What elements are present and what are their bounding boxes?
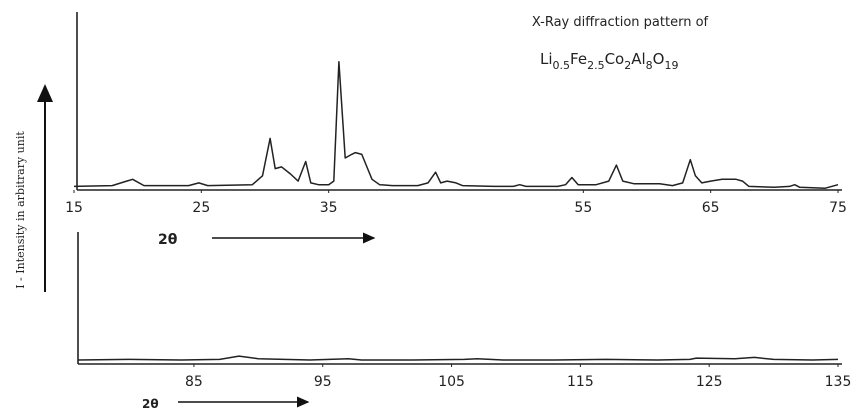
x-tick-label: 115 xyxy=(567,374,594,390)
formula-subscript: 2.5 xyxy=(587,59,605,72)
x-tick-label: 35 xyxy=(320,200,338,216)
x-tick-label: 25 xyxy=(192,200,210,216)
data-line xyxy=(73,61,839,189)
formula-element: Co xyxy=(605,50,625,68)
formula-subscript: 0.5 xyxy=(553,59,571,72)
formula-element: O xyxy=(653,50,665,68)
x-tick-label: 65 xyxy=(702,200,720,216)
x-tick-label: 75 xyxy=(829,200,847,216)
x-tick-label: 15 xyxy=(65,200,83,216)
x-axis-label: 2θ xyxy=(142,397,159,411)
x-axis-label: 2θ xyxy=(158,232,178,248)
data-line xyxy=(77,355,839,361)
formula-element: Al xyxy=(631,50,645,68)
x-tick-label: 95 xyxy=(314,374,332,390)
x-tick-label: 135 xyxy=(825,374,852,390)
formula-element: Li xyxy=(540,50,553,68)
formula-element: Fe xyxy=(570,50,587,68)
x-tick-label: 85 xyxy=(185,374,203,390)
x-tick-label: 125 xyxy=(696,374,723,390)
x-tick-label: 105 xyxy=(438,374,465,390)
formula-subscript: 2 xyxy=(624,59,631,72)
formula-subscript: 8 xyxy=(646,59,653,72)
y-axis-label: I - Intensity in arbitrary unit xyxy=(14,131,27,289)
formula: Li0.5Fe2.5Co2Al8O19 xyxy=(540,50,678,72)
chart-title: X-Ray diffraction pattern of xyxy=(532,15,709,30)
formula-subscript: 19 xyxy=(664,59,678,72)
x-tick-label: 55 xyxy=(574,200,592,216)
